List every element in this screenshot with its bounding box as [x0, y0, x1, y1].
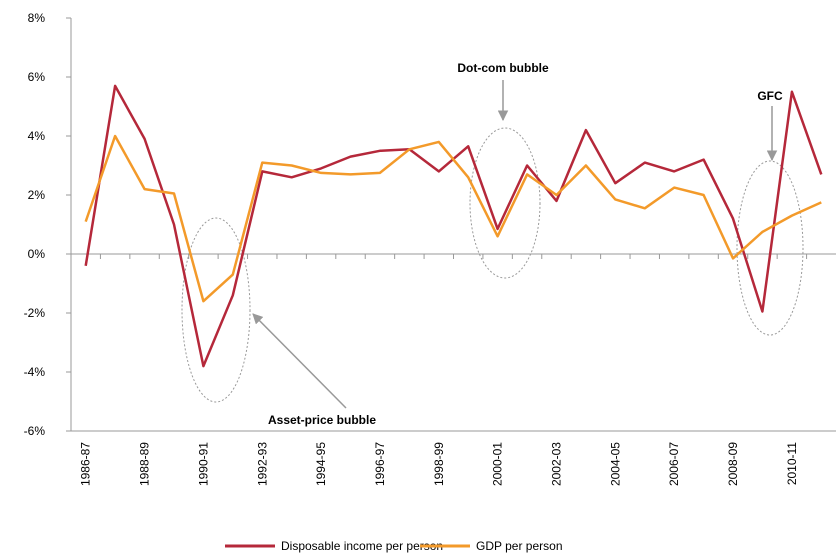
x-tick-label: 1990-91: [196, 442, 210, 486]
legend-label: Disposable income per person: [281, 539, 443, 553]
x-tick-label: 2002-03: [549, 442, 563, 486]
x-tick-label: 1986-87: [79, 442, 93, 486]
y-tick-label: 2%: [28, 188, 46, 202]
highlight-ellipse: [469, 127, 541, 279]
annotation: GFC: [757, 89, 783, 103]
annotation: Dot-com bubble: [457, 61, 549, 75]
x-tick-label: 1996-97: [373, 442, 387, 486]
x-tick-label: 2004-05: [608, 442, 622, 486]
annotation: Asset-price bubble: [268, 413, 376, 427]
y-tick-label: 4%: [28, 129, 46, 143]
series-line: [84, 134, 822, 303]
y-tick-label: -6%: [24, 424, 46, 438]
highlight-ellipse: [181, 217, 251, 403]
x-tick-label: 2010-11: [785, 442, 799, 485]
x-tick-label: 1998-99: [432, 442, 446, 486]
annotation-arrow: [252, 313, 347, 409]
y-tick-label: 6%: [28, 70, 46, 84]
series-line: [84, 84, 823, 368]
y-tick-label: -4%: [24, 365, 46, 379]
x-tick-label: 2000-01: [491, 442, 505, 486]
x-tick-label: 1988-89: [138, 442, 152, 486]
y-tick-label: -2%: [24, 306, 46, 320]
x-tick-label: 1992-93: [255, 442, 269, 486]
y-tick-label: 8%: [28, 11, 46, 25]
legend-label: GDP per person: [476, 539, 563, 553]
x-tick-label: 2006-07: [667, 442, 681, 486]
x-tick-label: 2008-09: [726, 442, 740, 486]
x-tick-label: 1994-95: [314, 442, 328, 486]
y-tick-label: 0%: [28, 247, 46, 261]
